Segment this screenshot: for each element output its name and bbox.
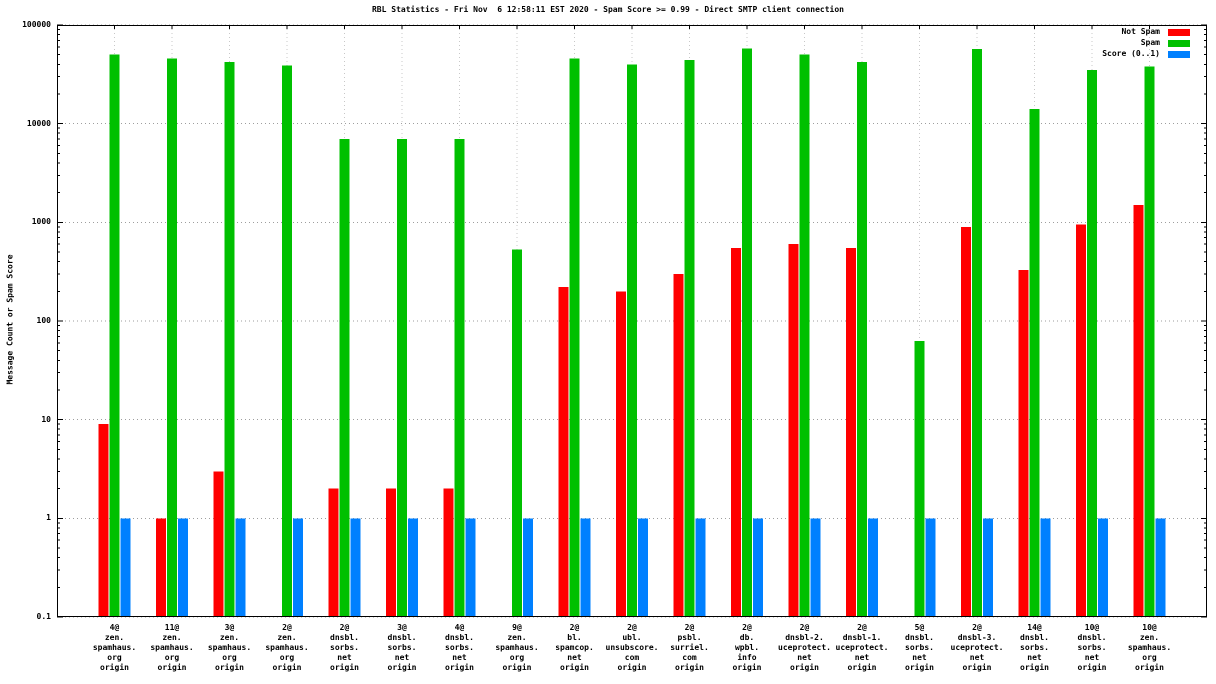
x-category-label: 2@ bl. spamcop. net origin <box>555 623 594 672</box>
bar-score <box>1098 518 1108 617</box>
y-tick-label: 1000 <box>31 217 51 227</box>
bar-score <box>235 518 246 617</box>
bar-score <box>810 518 821 617</box>
y-tick-label: 100000 <box>22 20 51 29</box>
bar-spam <box>1144 66 1155 617</box>
bar-not-spam <box>443 488 454 617</box>
x-category-label: 2@ dnsbl-3. uceprotect. net origin <box>950 623 1004 672</box>
x-category-label: 2@ ubl. unsubscore. com origin <box>605 623 659 672</box>
bar-score <box>1155 518 1166 617</box>
bar-not-spam <box>616 291 626 617</box>
bar-spam <box>684 60 695 617</box>
x-category-label: 9@ zen. spamhaus. org origin <box>495 623 539 672</box>
y-tick-label: 10000 <box>26 118 51 128</box>
bar-spam <box>1087 70 1097 617</box>
bar-not-spam <box>328 488 339 617</box>
x-category-label: 2@ dnsbl-2. uceprotect. net origin <box>778 623 831 672</box>
bar-not-spam <box>558 287 569 617</box>
bar-score <box>120 518 131 617</box>
x-category-label: 10@ zen. spamhaus. org origin <box>1127 623 1172 672</box>
bar-spam <box>109 54 120 617</box>
legend-swatch-spam <box>1168 39 1190 47</box>
bar-score <box>925 518 936 617</box>
legend-swatch-score <box>1168 50 1190 58</box>
x-category-label: 14@ dnsbl. sorbs. net origin <box>1020 623 1049 672</box>
bar-spam <box>914 340 925 617</box>
bar-score <box>293 518 303 617</box>
bar-spam <box>799 54 810 617</box>
x-category-label: 3@ dnsbl. sorbs. net origin <box>387 623 417 672</box>
bar-not-spam <box>731 248 741 617</box>
bar-not-spam <box>98 424 109 617</box>
x-category-label: 11@ zen. spamhaus. org origin <box>150 623 194 672</box>
bar-spam <box>569 58 580 618</box>
bar-not-spam <box>1018 269 1029 617</box>
chart-title: RBL Statistics - Fri Nov 6 12:58:11 EST … <box>371 5 844 14</box>
bar-spam <box>627 64 637 618</box>
bar-spam <box>742 48 752 618</box>
bar-not-spam <box>213 471 224 617</box>
legend-label: Score (0..1) <box>1102 49 1160 58</box>
bar-score <box>868 518 878 617</box>
legend-label: Not Spam <box>1121 27 1160 36</box>
bar-spam <box>857 62 867 617</box>
legend-label: Spam <box>1140 38 1160 47</box>
x-category-label: 4@ zen. spamhaus. org origin <box>92 623 137 672</box>
bar-score <box>753 518 763 617</box>
x-category-label: 2@ psbl. surriel. com origin <box>670 623 709 672</box>
bar-not-spam <box>961 226 971 618</box>
y-tick-label: 10 <box>41 414 51 424</box>
bar-spam <box>972 49 982 618</box>
bar-spam <box>167 58 177 618</box>
y-tick-label: 0.1 <box>36 612 51 621</box>
legend-item: Not Spam <box>1102 27 1190 37</box>
bar-spam <box>282 65 292 618</box>
x-category-label: 4@ dnsbl. sorbs. net origin <box>445 623 474 672</box>
bar-score <box>638 518 648 617</box>
bar-spam <box>339 139 350 617</box>
bar-not-spam <box>673 273 684 617</box>
bar-score <box>983 518 993 617</box>
bar-score <box>695 518 706 617</box>
bar-score <box>465 518 476 617</box>
bar-spam <box>454 139 465 617</box>
y-tick-label: 100 <box>36 316 51 325</box>
bar-not-spam <box>386 488 396 617</box>
x-category-label: 3@ zen. spamhaus. org origin <box>207 623 252 672</box>
legend-item: Score (0..1) <box>1102 49 1190 59</box>
x-category-label: 5@ dnsbl. sorbs. net origin <box>905 623 934 672</box>
bar-score <box>408 518 418 617</box>
x-category-label: 2@ zen. spamhaus. org origin <box>265 623 309 672</box>
bar-not-spam <box>156 518 166 617</box>
bar-not-spam <box>846 248 856 617</box>
x-category-label: 2@ db. wpbl. info origin <box>732 623 762 672</box>
bar-spam <box>397 139 407 617</box>
bar-spam <box>1029 109 1040 617</box>
legend-swatch-not-spam <box>1168 28 1190 36</box>
bar-score <box>1040 518 1051 617</box>
bar-spam <box>224 62 235 617</box>
bar-not-spam <box>788 244 799 617</box>
legend: Not Spam Spam Score (0..1) <box>1102 27 1190 59</box>
bar-spam <box>512 249 522 617</box>
bar-score <box>350 518 361 617</box>
plot-border <box>57 25 1207 617</box>
bar-not-spam <box>1076 224 1086 617</box>
bar-score <box>178 518 188 617</box>
bar-score <box>580 518 591 617</box>
x-category-label: 2@ dnsbl. sorbs. net origin <box>330 623 359 672</box>
bar-score <box>523 518 533 617</box>
y-tick-label: 1 <box>46 513 51 523</box>
bar-not-spam <box>1133 205 1144 617</box>
x-category-label: 10@ dnsbl. sorbs. net origin <box>1077 623 1107 672</box>
legend-item: Spam <box>1102 38 1190 48</box>
x-category-label: 2@ dnsbl-1. uceprotect. net origin <box>835 623 889 672</box>
